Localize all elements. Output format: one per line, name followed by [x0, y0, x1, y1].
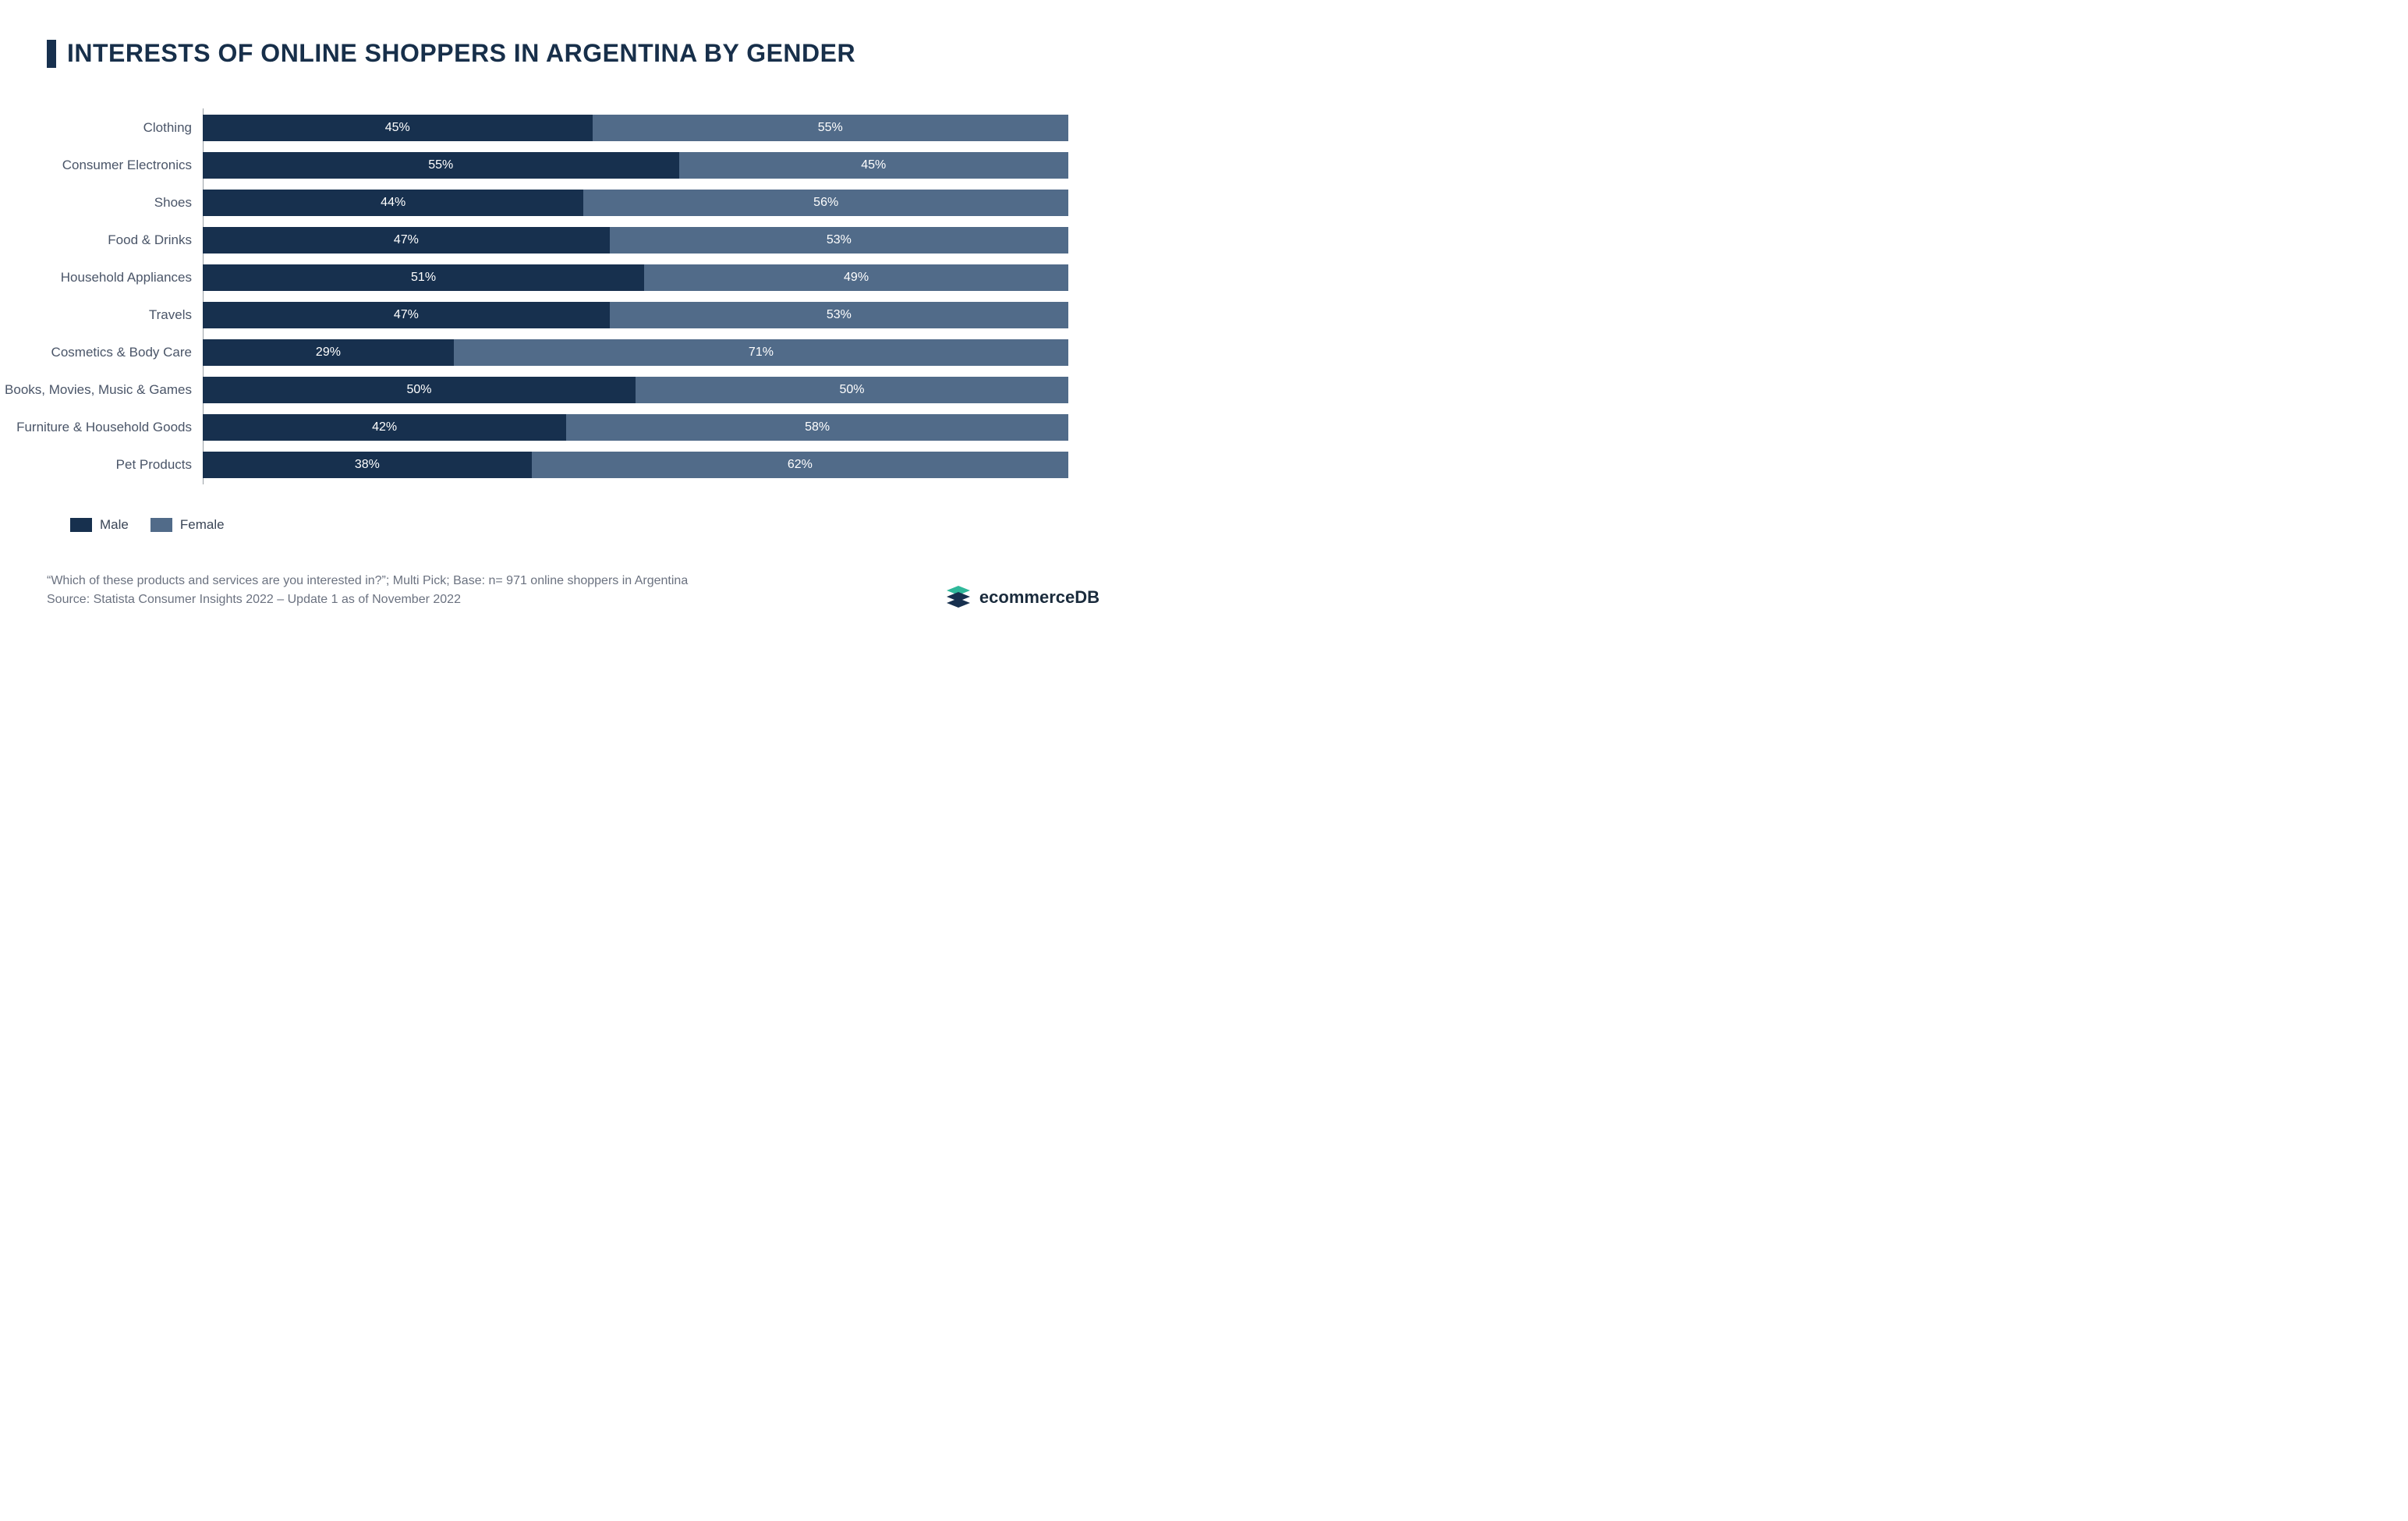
legend-swatch	[150, 518, 172, 532]
legend-item: Male	[70, 517, 129, 533]
bar-segment: 38%	[203, 452, 532, 478]
footer: “Which of these products and services ar…	[47, 572, 1100, 609]
legend-item: Female	[150, 517, 225, 533]
stacked-bar: 47%53%	[203, 302, 1068, 328]
bar-segment: 42%	[203, 414, 566, 441]
bar-row: Food & Drinks47%53%	[203, 227, 1068, 254]
stacked-bar: 38%62%	[203, 452, 1068, 478]
bar-segment: 51%	[203, 264, 644, 291]
bar-row: Pet Products38%62%	[203, 452, 1068, 478]
legend-swatch	[70, 518, 92, 532]
bar-segment: 71%	[454, 339, 1068, 366]
legend-label: Male	[100, 517, 129, 533]
category-label: Food & Drinks	[108, 232, 203, 248]
bar-segment: 47%	[203, 227, 610, 254]
bar-segment: 56%	[583, 190, 1068, 216]
bar-segment: 47%	[203, 302, 610, 328]
category-label: Pet Products	[116, 457, 203, 473]
bar-segment: 62%	[532, 452, 1068, 478]
bar-row: Travels47%53%	[203, 302, 1068, 328]
stacked-bar: 50%50%	[203, 377, 1068, 403]
bar-row: Household Appliances51%49%	[203, 264, 1068, 291]
category-label: Furniture & Household Goods	[16, 420, 203, 435]
bar-segment: 45%	[679, 152, 1069, 179]
stacked-bar: 45%55%	[203, 115, 1068, 141]
stacked-bar: 44%56%	[203, 190, 1068, 216]
stacked-bar: 51%49%	[203, 264, 1068, 291]
stacked-bar: 29%71%	[203, 339, 1068, 366]
bar-rows: Clothing45%55% Consumer Electronics55%45%…	[203, 115, 1068, 478]
title-accent-mark	[47, 40, 56, 68]
category-label: Consumer Electronics	[62, 158, 203, 173]
category-label: Shoes	[154, 195, 203, 211]
category-label: Travels	[149, 307, 203, 323]
stacked-bar: 42%58%	[203, 414, 1068, 441]
bar-segment: 50%	[203, 377, 636, 403]
bar-segment: 45%	[203, 115, 593, 141]
bar-row: Books, Movies, Music & Games50%50%	[203, 377, 1068, 403]
brand-icon	[945, 586, 972, 609]
footnote-line-1: “Which of these products and services ar…	[47, 572, 688, 590]
bar-segment: 44%	[203, 190, 583, 216]
bar-segment: 50%	[636, 377, 1068, 403]
bar-row: Cosmetics & Body Care29%71%	[203, 339, 1068, 366]
category-label: Household Appliances	[61, 270, 203, 285]
footnote-line-2: Source: Statista Consumer Insights 2022 …	[47, 590, 688, 609]
category-label: Clothing	[143, 120, 203, 136]
brand-name: ecommerceDB	[979, 587, 1100, 608]
bar-segment: 53%	[610, 302, 1068, 328]
bar-segment: 55%	[203, 152, 679, 179]
legend: Male Female	[70, 517, 1100, 533]
bar-segment: 53%	[610, 227, 1068, 254]
bar-segment: 55%	[593, 115, 1069, 141]
bar-segment: 29%	[203, 339, 454, 366]
chart-area: Clothing45%55% Consumer Electronics55%45%…	[203, 115, 1068, 478]
bar-row: Consumer Electronics55%45%	[203, 152, 1068, 179]
category-label: Cosmetics & Body Care	[51, 345, 203, 360]
legend-label: Female	[180, 517, 225, 533]
category-label: Books, Movies, Music & Games	[5, 382, 203, 398]
chart-title: INTERESTS OF ONLINE SHOPPERS IN ARGENTIN…	[67, 39, 855, 68]
bar-row: Clothing45%55%	[203, 115, 1068, 141]
chart-title-row: INTERESTS OF ONLINE SHOPPERS IN ARGENTIN…	[47, 39, 1100, 68]
stacked-bar: 47%53%	[203, 227, 1068, 254]
stacked-bar: 55%45%	[203, 152, 1068, 179]
footnote: “Which of these products and services ar…	[47, 572, 688, 609]
bar-row: Furniture & Household Goods42%58%	[203, 414, 1068, 441]
brand-logo: ecommerceDB	[945, 586, 1100, 609]
bar-segment: 49%	[644, 264, 1068, 291]
bar-segment: 58%	[566, 414, 1068, 441]
bar-row: Shoes44%56%	[203, 190, 1068, 216]
